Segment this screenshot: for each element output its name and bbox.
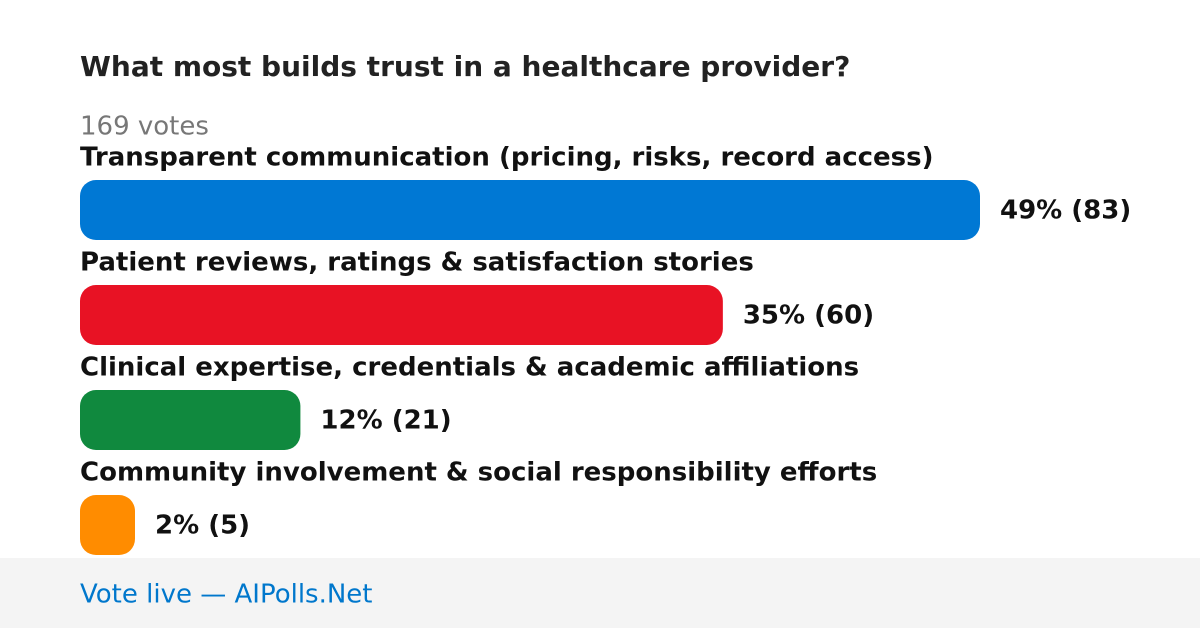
option-label: Transparent communication (pricing, risk…	[80, 143, 934, 173]
value-label: 12% (21)	[320, 406, 451, 436]
option-label: Clinical expertise, credentials & academ…	[80, 353, 859, 383]
bar	[80, 390, 301, 450]
bar	[80, 285, 723, 345]
vote-count: 169 votes	[80, 112, 209, 142]
footer-band	[0, 558, 1200, 628]
value-label: 49% (83)	[1000, 196, 1131, 226]
bar	[80, 495, 135, 555]
footer-link[interactable]: Vote live — AIPolls.Net	[80, 580, 373, 610]
value-label: 35% (60)	[743, 301, 874, 331]
chart-title: What most builds trust in a healthcare p…	[80, 50, 850, 83]
bar	[80, 180, 980, 240]
option-label: Patient reviews, ratings & satisfaction …	[80, 248, 754, 278]
value-label: 2% (5)	[155, 511, 250, 541]
option-label: Community involvement & social responsib…	[80, 458, 877, 488]
